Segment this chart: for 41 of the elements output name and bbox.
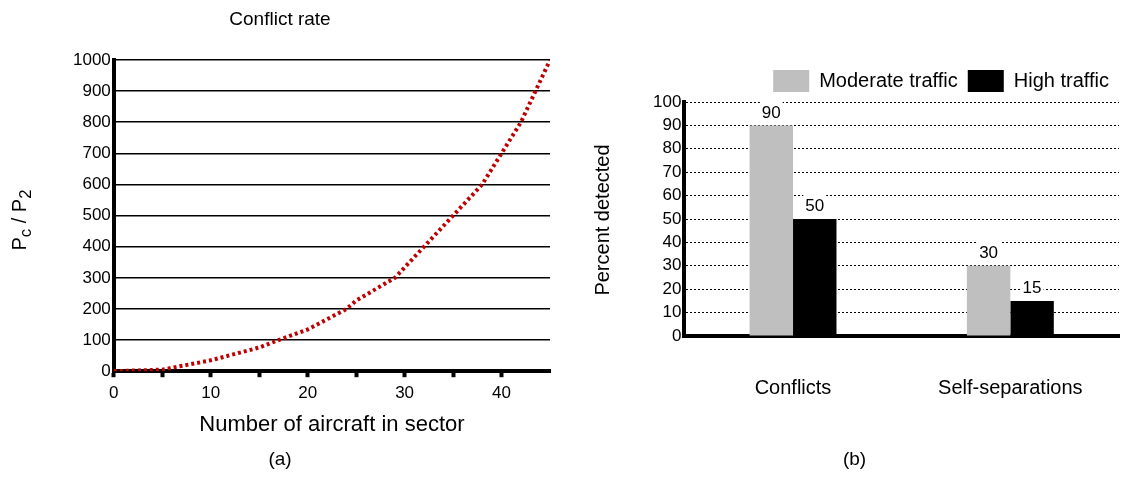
y-tick-label: 1000 xyxy=(72,49,111,69)
y-tick-label: 600 xyxy=(82,174,111,194)
y-tick-label: 900 xyxy=(82,80,111,100)
data-label: 15 xyxy=(1022,278,1042,298)
y-tick-label: 400 xyxy=(82,236,111,256)
y-tick-label: 100 xyxy=(652,91,682,111)
y-tick-label: 0 xyxy=(101,360,111,380)
y-tick-label: 0 xyxy=(671,325,682,345)
y-tick-label: 40 xyxy=(662,232,682,252)
text: (b) xyxy=(841,448,868,470)
x-axis-title: Number of aircraft in sector xyxy=(199,410,465,436)
x-tick-label: Self-separations xyxy=(938,375,1083,398)
legend-label: High traffic xyxy=(1013,68,1110,91)
y-tick-label: 10 xyxy=(662,302,682,322)
y-tick-label: 60 xyxy=(662,185,682,205)
data-label: 90 xyxy=(761,102,781,122)
bar xyxy=(966,265,1011,336)
y-tick-label: 90 xyxy=(662,115,682,135)
y-tick-label: 50 xyxy=(662,208,682,228)
data-label: 50 xyxy=(805,196,825,216)
x-tick-label: 20 xyxy=(298,383,318,403)
y-tick-label: 700 xyxy=(82,143,111,163)
y-tick-label: 300 xyxy=(82,267,111,287)
x-tick-label: 30 xyxy=(395,383,415,403)
bar xyxy=(749,125,794,336)
y-tick-label: 100 xyxy=(82,329,111,349)
y-tick-label: 500 xyxy=(82,205,111,225)
data-label: 30 xyxy=(979,242,999,262)
y-axis-title: Percent detected xyxy=(590,144,614,296)
y-tick-label: 20 xyxy=(662,278,682,298)
text: (a) xyxy=(267,448,293,470)
legend-label: Moderate traffic xyxy=(819,68,958,91)
y-tick-label: 70 xyxy=(662,161,682,181)
y-tick-label: 80 xyxy=(662,138,682,158)
x-tick-label: 10 xyxy=(201,383,221,403)
chart-title: Conflict rate xyxy=(228,8,332,30)
x-tick-label: Conflicts xyxy=(754,375,832,398)
y-tick-label: 200 xyxy=(82,298,111,318)
y-tick-label: 30 xyxy=(662,255,682,275)
x-tick-label: 40 xyxy=(492,383,511,403)
y-tick-label: 800 xyxy=(82,111,111,131)
